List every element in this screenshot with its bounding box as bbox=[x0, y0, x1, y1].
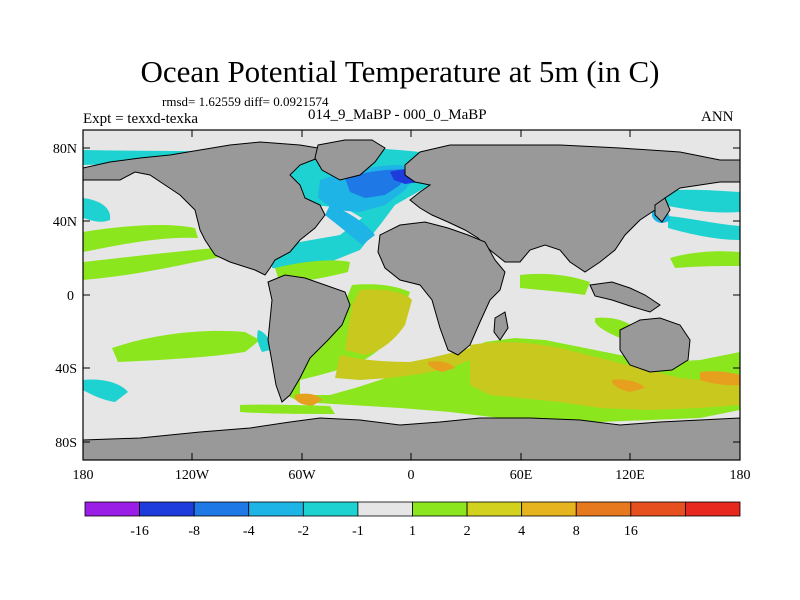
land-japan bbox=[654, 197, 671, 223]
rmsd-diff-stats: rmsd= 1.62559 diff= 0.0921574 bbox=[162, 94, 329, 109]
east-pacific-warm-patch bbox=[670, 251, 740, 268]
tick-marks bbox=[83, 130, 740, 460]
nw-pacific-cool-patch-2 bbox=[668, 216, 740, 240]
colorbar-box bbox=[575, 501, 632, 517]
colorbar-label: 8 bbox=[573, 524, 580, 539]
southern-ocean-warm-light bbox=[240, 404, 335, 414]
colorbar-box bbox=[357, 501, 413, 517]
land-madagascar bbox=[493, 311, 509, 341]
lat-label: 80N bbox=[53, 142, 77, 157]
colorbar-box bbox=[302, 501, 359, 517]
colorbar-label: 2 bbox=[464, 524, 471, 539]
colorbar-box bbox=[84, 501, 140, 517]
southern-ocean-warm-mid bbox=[335, 348, 470, 380]
land-eurasia bbox=[404, 144, 740, 273]
colorbar-labels: -16 -8 -4 -2 -1 1 2 4 8 16 bbox=[130, 524, 638, 539]
comparison-subtitle: 014_9_MaBP - 000_0_MaBP bbox=[308, 107, 487, 123]
colorbar-label: -16 bbox=[130, 524, 149, 539]
south-indian-warm-mid bbox=[470, 342, 740, 410]
gulf-stream-cool bbox=[325, 205, 375, 245]
south-atlantic-warm-orange bbox=[295, 393, 322, 406]
north-pacific-warm-band-2 bbox=[83, 248, 225, 280]
plot-title: Ocean Potential Temperature at 5m (in C) bbox=[140, 54, 660, 89]
colorbar-box bbox=[193, 501, 250, 517]
land-north-america bbox=[83, 141, 332, 276]
nw-pacific-cool-patch bbox=[655, 189, 740, 213]
land-africa bbox=[377, 221, 506, 356]
colorbar-box bbox=[412, 501, 468, 517]
colorbar-label: -1 bbox=[352, 524, 364, 539]
longitude-labels: 180 120W 60W 0 60E 120E 180 bbox=[73, 468, 751, 483]
colorbar-box bbox=[521, 501, 577, 517]
south-indian-warm-orange-2 bbox=[612, 379, 645, 392]
lat-label: 80S bbox=[55, 436, 77, 451]
lat-label: 0 bbox=[67, 289, 74, 304]
north-atlantic-cool-blue bbox=[345, 169, 408, 198]
colorbar-label: 16 bbox=[624, 524, 638, 539]
experiment-label: Expt = texxd-texka bbox=[83, 111, 199, 127]
colorbar-label: -8 bbox=[188, 524, 200, 539]
colorbar-label: 1 bbox=[409, 524, 416, 539]
colorbar-box bbox=[685, 501, 741, 517]
colorbar-label: -2 bbox=[297, 524, 309, 539]
lon-label: 0 bbox=[408, 468, 415, 483]
anomaly-field bbox=[83, 139, 740, 460]
south-indian-warm-orange-3 bbox=[428, 361, 455, 372]
south-pacific-warm bbox=[112, 330, 260, 362]
lon-label: 60E bbox=[510, 468, 533, 483]
colorbar-box bbox=[248, 501, 304, 517]
land-australia bbox=[619, 317, 691, 373]
latitude-labels: 80N 40N 0 40S 80S bbox=[53, 142, 77, 451]
land-south-america bbox=[267, 274, 351, 403]
colorbar-label: 4 bbox=[518, 524, 525, 539]
land-maritime-asia bbox=[589, 281, 661, 313]
lat-label: 40N bbox=[53, 215, 77, 230]
colorbar-box bbox=[139, 501, 195, 517]
land-masses bbox=[83, 139, 740, 460]
southeast-pacific-cool bbox=[257, 330, 271, 352]
lon-label: 120W bbox=[175, 468, 210, 483]
lon-label: 180 bbox=[730, 468, 751, 483]
south-atlantic-warm-mid bbox=[345, 289, 412, 355]
land-antarctica bbox=[83, 417, 740, 460]
land-greenland bbox=[314, 139, 386, 181]
north-pacific-warm-band bbox=[83, 225, 198, 252]
south-indian-warm-orange bbox=[700, 371, 740, 386]
colorbar-box bbox=[466, 501, 523, 517]
east-pacific-cool-1 bbox=[83, 379, 128, 402]
south-indian-warm-light bbox=[520, 273, 590, 295]
colorbar-label: -4 bbox=[243, 524, 255, 539]
lon-label: 120E bbox=[615, 468, 645, 483]
season-label: ANN bbox=[701, 109, 734, 125]
colorbar bbox=[84, 501, 741, 517]
lon-label: 180 bbox=[73, 468, 94, 483]
kuroshio-cool-patch bbox=[83, 198, 111, 222]
lon-label: 60W bbox=[288, 468, 316, 483]
colorbar-box bbox=[630, 501, 686, 517]
lat-label: 40S bbox=[55, 362, 77, 377]
